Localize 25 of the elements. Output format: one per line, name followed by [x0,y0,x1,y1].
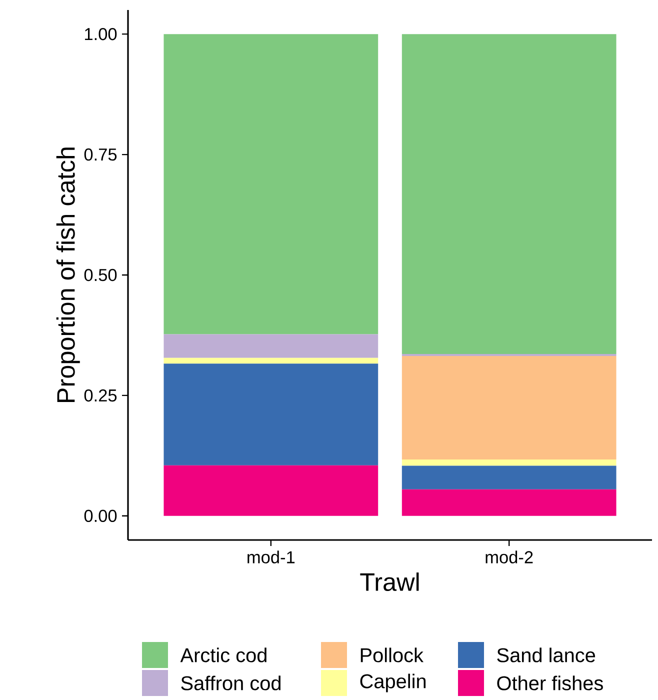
y-axis-title: Proportion of fish catch [56,148,80,402]
y-tick-label: 0.50 [84,268,117,282]
y-tick-label: 0.25 [84,389,117,402]
legend-label: Sand lance [497,648,596,662]
bar [402,356,616,460]
y-tick-label: 0.75 [84,148,117,161]
bar [164,334,378,358]
bar [402,460,616,466]
x-tick-label: mod-1 [248,550,295,564]
bar [164,465,378,516]
bar [164,34,378,334]
legend-label: Pollock [360,648,424,662]
x-tick-label: mod-2 [486,550,533,564]
x-axis-title: Trawl [360,572,419,592]
legend-label: Arctic cod [180,648,266,662]
legend-label: Capelin [360,674,426,692]
legend-label: Other fishes [497,676,603,690]
bar [402,489,616,516]
y-tick-label: 1.00 [85,28,117,40]
legend-label: Saffron cod [181,676,280,690]
y-tick-label: 0.00 [84,510,117,522]
bar [402,34,616,354]
bar [402,466,616,490]
bar [164,364,378,466]
bar [164,358,378,364]
